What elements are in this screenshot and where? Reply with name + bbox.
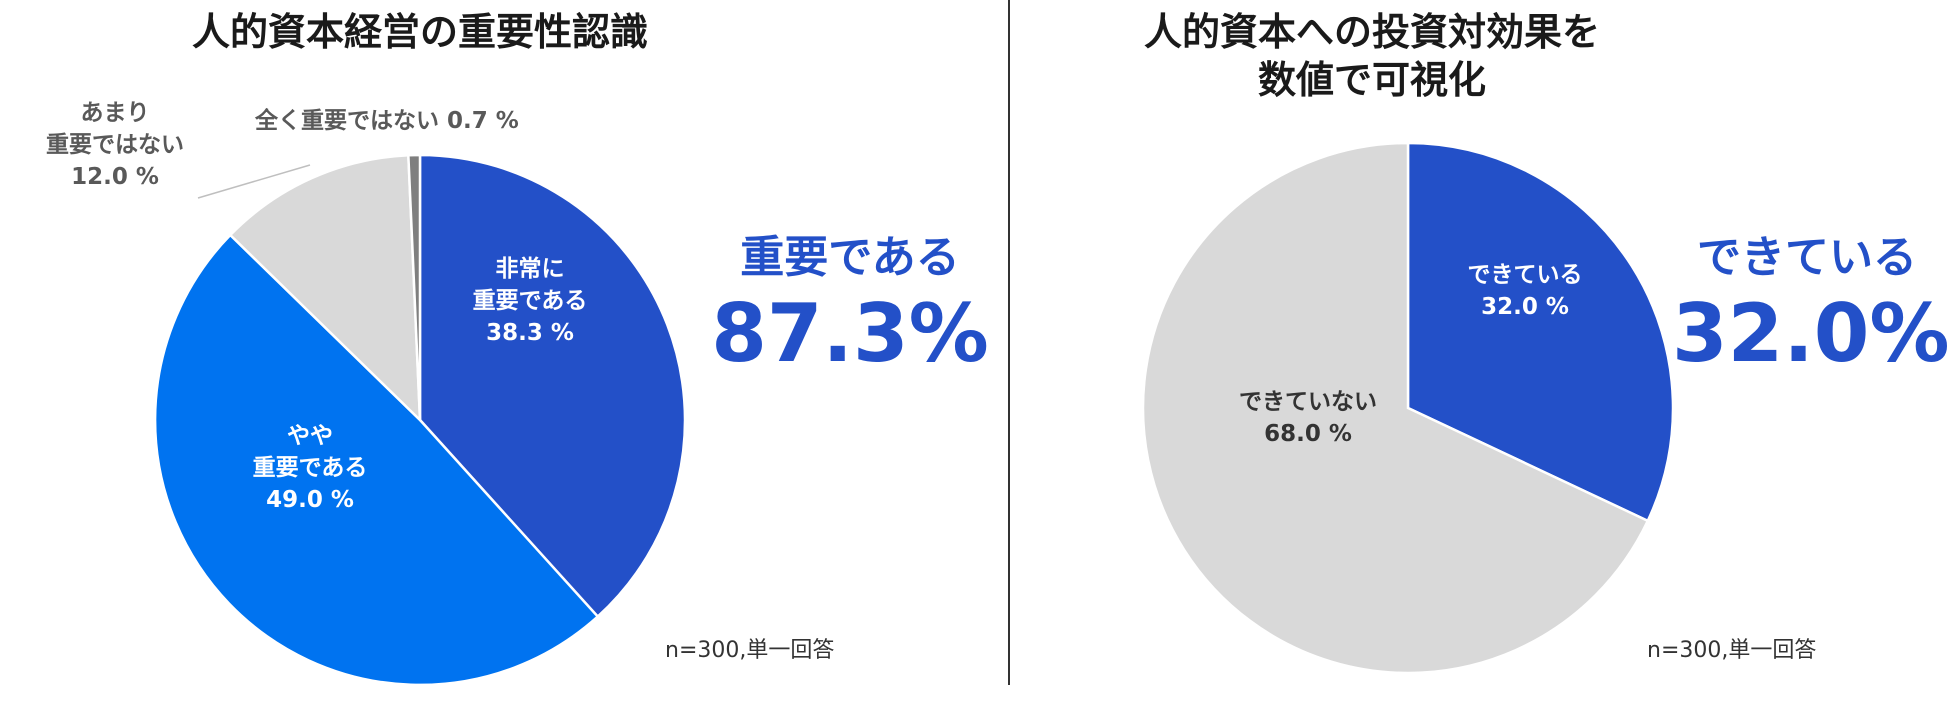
pie-slice bbox=[418, 153, 687, 619]
chart-panel-right: 人的資本への投資対効果を 数値で可視化 できている 32.0 % できていない 68.… bbox=[1012, 0, 1950, 728]
leader-line bbox=[197, 164, 311, 199]
highlight-category: できている bbox=[1697, 232, 1917, 283]
chart-title-right: 人的資本への投資対効果を 数値で可視化 bbox=[1072, 8, 1672, 104]
chart-title-line: 数値で可視化 bbox=[1257, 58, 1486, 102]
pie-slice bbox=[1406, 141, 1675, 523]
highlight-label-left: 重要である 87.3% bbox=[690, 230, 1010, 382]
pie-slice bbox=[1141, 141, 1650, 675]
slice-label: できていない 68.0 % bbox=[1239, 389, 1377, 447]
slice-label: 全く重要ではない 0.7 % bbox=[254, 107, 519, 134]
panel-divider bbox=[1008, 0, 1010, 685]
chart-title-left: 人的資本経営の重要性認識 bbox=[120, 8, 720, 56]
chart-title-line: 人的資本経営の重要性認識 bbox=[191, 10, 648, 54]
pie-slice bbox=[407, 153, 422, 421]
chart-title-line: 人的資本への投資対効果を bbox=[1143, 10, 1600, 54]
slice-label: 非常に重要である 38.3 % bbox=[473, 256, 588, 346]
highlight-category: 重要である bbox=[740, 232, 960, 283]
slice-label: できている 32.0 % bbox=[1468, 262, 1583, 320]
chart-panel-left: 人的資本経営の重要性認識 非常に重要である 38.3 % やや重要である 49.0 %… bbox=[46, 8, 1010, 687]
highlight-label-right: できている 32.0% bbox=[1672, 230, 1950, 382]
pie-slice bbox=[228, 153, 422, 424]
pie-chart-left: 非常に重要である 38.3 % やや重要である 49.0 % あまり重要ではない 12.0… bbox=[46, 100, 687, 687]
pie-slice bbox=[153, 233, 600, 687]
highlight-value: 87.3% bbox=[711, 287, 989, 380]
slice-label: やや重要である 49.0 % bbox=[253, 423, 368, 513]
pie-chart-right: できている 32.0 % できていない 68.0 % bbox=[1141, 141, 1675, 675]
sample-note: n=300,単一回答 bbox=[1647, 638, 1817, 663]
slice-label: あまり重要ではない 12.0 % bbox=[46, 100, 184, 190]
sample-note: n=300,単一回答 bbox=[665, 638, 835, 663]
highlight-value: 32.0% bbox=[1672, 287, 1950, 380]
